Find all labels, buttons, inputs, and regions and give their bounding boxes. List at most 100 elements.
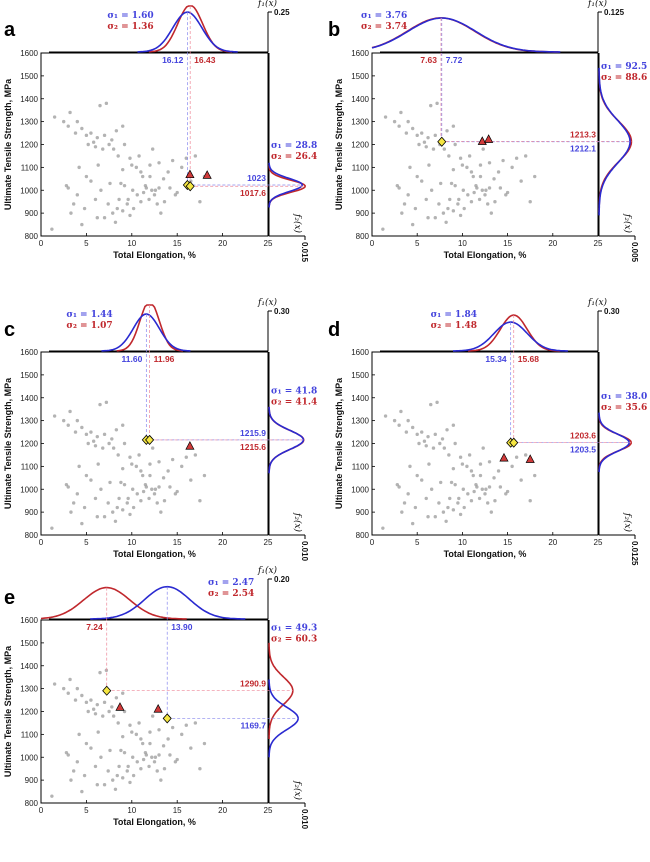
top-fmax-label: 0.30 [604, 307, 620, 316]
data-point [157, 161, 161, 165]
data-point [111, 714, 116, 718]
top-curve-series1 [101, 313, 191, 352]
data-point [429, 188, 434, 192]
data-point [52, 682, 57, 686]
data-point [395, 183, 400, 188]
data-point [406, 492, 410, 496]
data-point [437, 202, 441, 206]
top-curve-series2 [40, 586, 187, 620]
data-point [402, 501, 407, 505]
data-point [107, 709, 111, 714]
y-tick-label: 1500 [351, 371, 369, 380]
data-point [96, 462, 100, 466]
data-point [466, 492, 470, 496]
x-tick-label: 5 [84, 538, 89, 547]
data-point [528, 199, 532, 204]
data-point [121, 734, 125, 739]
data-point [420, 430, 424, 434]
data-point [113, 220, 118, 224]
data-point [467, 154, 472, 158]
data-point [114, 428, 119, 432]
data-point [413, 505, 418, 510]
data-point [461, 487, 466, 491]
top-fx-label: f₁(x) [257, 0, 278, 9]
top-curve-series2 [468, 314, 561, 352]
right-mean-label-series1: 1212.1 [570, 144, 596, 154]
data-point [504, 193, 508, 197]
data-point [116, 154, 120, 158]
data-point [110, 705, 114, 709]
data-point [121, 466, 125, 471]
data-point [80, 222, 84, 227]
x-tick-label: 10 [127, 239, 136, 248]
y-tick-label: 1600 [351, 348, 369, 357]
data-point [71, 769, 76, 773]
data-point [480, 188, 484, 192]
data-point [101, 446, 105, 450]
data-point [426, 515, 430, 519]
right-fx-label: f₂(x) [622, 512, 633, 533]
data-point [519, 478, 523, 482]
right-curve-series2 [268, 165, 306, 207]
data-point [122, 142, 127, 147]
data-point [110, 437, 114, 441]
data-point [77, 464, 81, 469]
right-mean-label-series1: 1169.7 [240, 720, 266, 730]
data-point [80, 126, 84, 131]
right-sigma-label-series1: σ₁ = 28.8 [271, 141, 317, 151]
data-point [435, 101, 439, 106]
data-point [157, 728, 161, 732]
x-tick-label: 5 [84, 239, 89, 248]
x-tick-label: 5 [84, 806, 89, 815]
data-point [117, 496, 121, 501]
x-tick-label: 25 [264, 239, 273, 248]
data-point [193, 453, 198, 457]
data-point [528, 498, 532, 503]
y-tick-label: 1400 [20, 662, 38, 671]
data-point [481, 446, 485, 450]
data-point [116, 453, 120, 457]
data-point [501, 158, 505, 163]
data-point [111, 211, 115, 215]
data-point [161, 744, 166, 748]
triangle-marker [499, 452, 509, 462]
triangle-marker [185, 441, 195, 450]
right-fx-label: f₂(x) [292, 780, 303, 801]
data-point [484, 188, 488, 192]
data-point [458, 455, 463, 459]
data-point [77, 732, 81, 737]
data-point [441, 211, 446, 215]
data-point [400, 510, 404, 514]
x-tick-label: 25 [264, 538, 273, 547]
data-point [415, 174, 419, 179]
data-point [505, 489, 510, 494]
data-point [89, 131, 93, 135]
data-point [86, 142, 90, 147]
diamond-marker [145, 434, 155, 446]
data-point [130, 163, 134, 167]
data-point [486, 501, 490, 505]
data-point [150, 755, 154, 759]
data-point [439, 181, 443, 186]
data-point [442, 446, 447, 450]
data-point [131, 755, 135, 759]
data-point [150, 188, 154, 192]
data-point [492, 177, 496, 181]
data-point [155, 202, 159, 206]
data-point [478, 462, 483, 466]
data-point [82, 505, 87, 510]
top-curve-series1 [371, 17, 561, 53]
data-point [106, 202, 110, 206]
right-sigma-label-series1: σ₁ = 41.8 [271, 386, 317, 396]
panel-letter: d [328, 319, 340, 341]
data-point [84, 133, 89, 138]
data-point [523, 453, 528, 457]
data-point [453, 482, 457, 487]
data-point [89, 179, 93, 183]
data-point [50, 526, 54, 530]
data-point [514, 455, 519, 459]
data-point [137, 154, 141, 158]
plot-frame [40, 351, 269, 536]
data-point [426, 135, 430, 140]
data-point [487, 485, 492, 489]
